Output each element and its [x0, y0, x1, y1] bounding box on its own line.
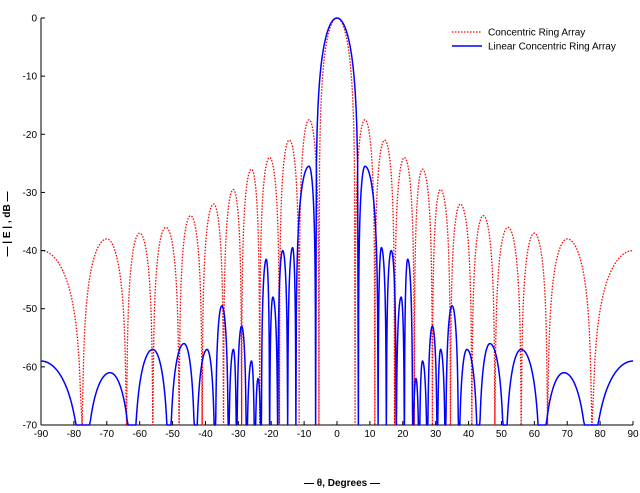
x-tick-label: 60 [529, 429, 541, 440]
series-layer [40, 17, 634, 426]
x-tick-label: 90 [627, 429, 639, 440]
y-tick-label: 0 [31, 14, 37, 25]
x-tick-label: -30 [231, 429, 246, 440]
x-tick-label: 70 [562, 429, 574, 440]
series-line-linear-concentric-ring-array [40, 17, 634, 426]
y-tick-label: -60 [23, 362, 38, 373]
x-tick-label: 40 [463, 429, 475, 440]
axes-frame [40, 18, 633, 426]
y-tick-label: -50 [23, 304, 38, 315]
x-tick-label: -90 [34, 429, 49, 440]
legend-label-concentric: Concentric Ring Array [488, 28, 585, 39]
y-tick-label: -40 [23, 246, 38, 257]
y-tick-label: -10 [23, 72, 38, 83]
series-line-concentric-ring-array [40, 17, 634, 426]
x-tick-label: 50 [496, 429, 508, 440]
x-tick-label: -70 [100, 429, 115, 440]
legend-label-linear: Linear Concentric Ring Array [488, 42, 616, 53]
y-tick-label: -70 [23, 421, 38, 432]
x-tick-label: 10 [364, 429, 376, 440]
x-tick-label: 20 [397, 429, 409, 440]
x-tick-label: -20 [264, 429, 279, 440]
legend: Concentric Ring Array Linear Concentric … [452, 28, 616, 53]
x-tick-label: -60 [132, 429, 147, 440]
y-tick-label: -30 [23, 188, 38, 199]
y-tick-label: -20 [23, 130, 38, 141]
tick-layer: -90 -80 -70 -60 -50 -40 -30 -20 -10 0 10 20 30 40 50 60… [23, 14, 639, 441]
x-tick-label: 80 [595, 429, 607, 440]
x-tick-label: -40 [198, 429, 213, 440]
x-tick-label: -80 [67, 429, 82, 440]
x-axis-label: — θ, Degrees — [304, 478, 380, 489]
x-tick-label: -50 [165, 429, 180, 440]
y-axis-label: — | E | , dB — [2, 191, 13, 256]
x-tick-label: 30 [430, 429, 442, 440]
x-tick-label: 0 [334, 429, 340, 440]
x-tick-label: -10 [297, 429, 312, 440]
